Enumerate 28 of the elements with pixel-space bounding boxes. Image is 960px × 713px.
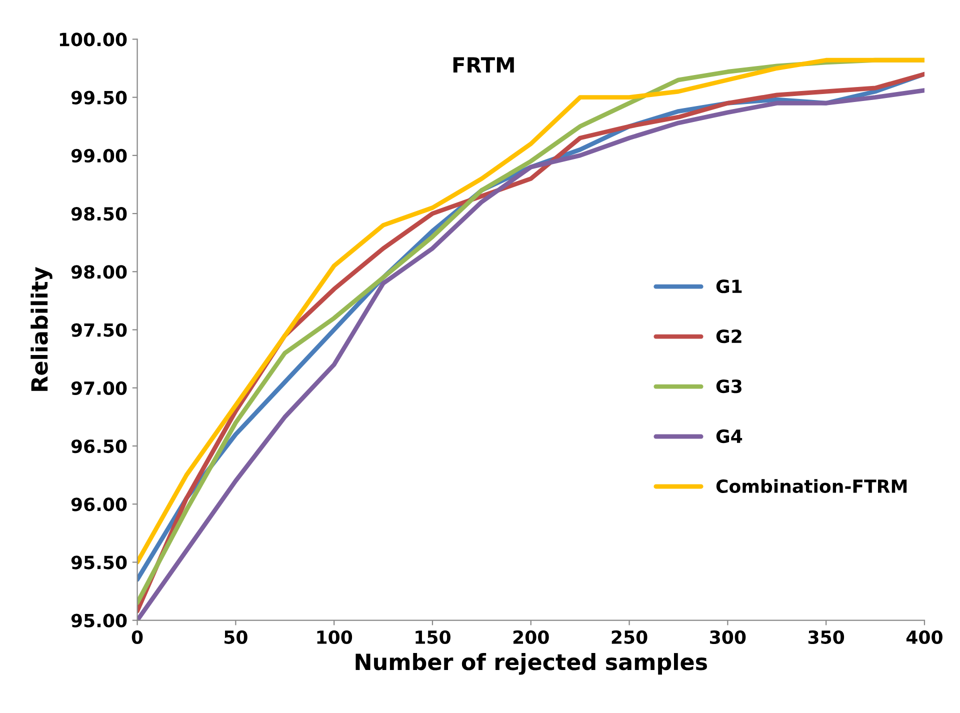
y-tick-label: 95.50 — [71, 556, 127, 570]
x-tick-label: 400 — [906, 630, 942, 644]
x-tick-label: 150 — [416, 630, 450, 644]
y-tick-label: 96.00 — [71, 498, 127, 512]
y-tick-label: 97.00 — [71, 381, 127, 395]
y-tick-label: 97.50 — [71, 323, 127, 337]
y-tick-label: 98.50 — [71, 207, 127, 221]
x-tick-label: 0 — [132, 630, 143, 644]
legend-label: G3 — [716, 379, 742, 394]
x-tick-label: 50 — [224, 630, 248, 644]
legend-label: Combination-FTRM — [716, 479, 907, 494]
y-tick-label: 96.50 — [71, 439, 127, 454]
y-tick-label: 100.00 — [60, 32, 127, 46]
y-tick-label: 99.00 — [71, 148, 127, 163]
x-axis-title: Number of rejected samples — [356, 653, 707, 675]
y-tick-label: 99.50 — [71, 90, 127, 104]
y-tick-label: 98.00 — [71, 265, 127, 279]
x-tick-label: 300 — [710, 630, 746, 644]
text: FRTM — [453, 57, 514, 72]
x-tick-label: 350 — [808, 630, 844, 644]
x-tick-label: 100 — [317, 630, 352, 644]
x-tick-label: 250 — [612, 630, 648, 644]
legend-label: G2 — [716, 329, 742, 344]
x-tick-label: 200 — [513, 630, 549, 644]
legend-label: G1 — [716, 280, 742, 294]
y-axis-title: Reliability — [30, 267, 52, 391]
legend-label: G4 — [716, 429, 742, 444]
y-tick-label: 95.00 — [71, 614, 127, 628]
